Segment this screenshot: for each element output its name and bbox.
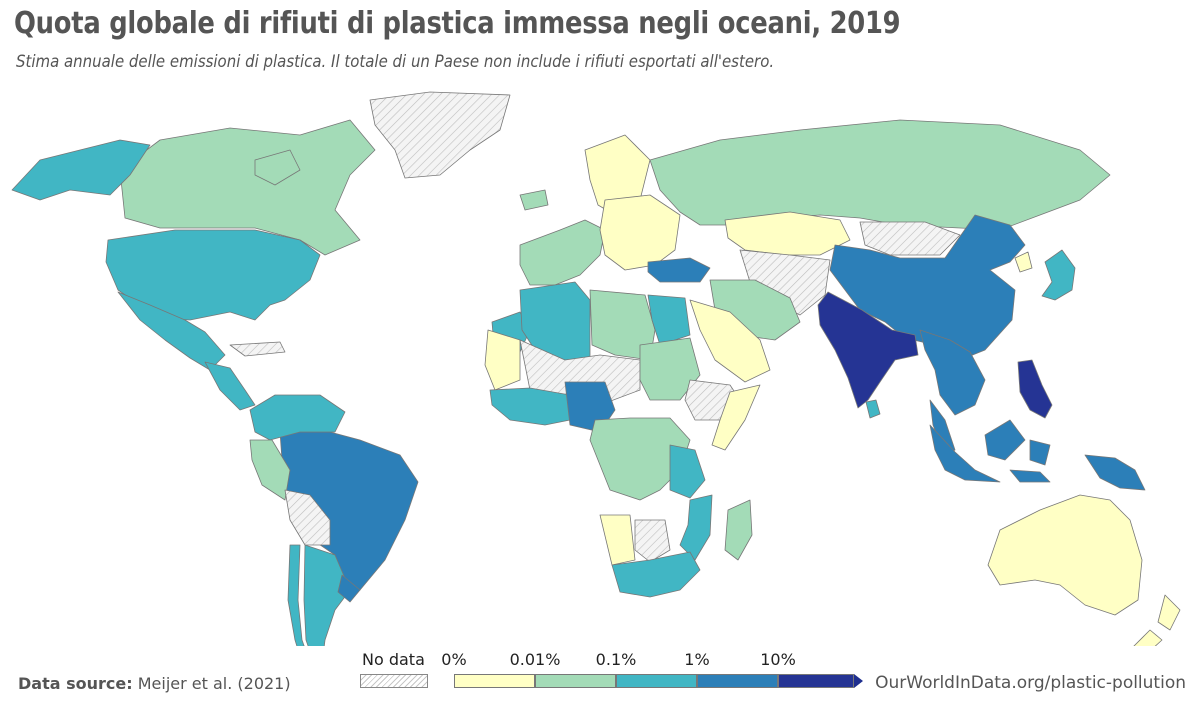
- legend-tick-4: 10%: [760, 650, 796, 669]
- region-argentina[interactable]: Argentina: [303, 544, 351, 646]
- legend-bin-0[interactable]: [454, 674, 535, 688]
- region-australia[interactable]: Australia: [987, 494, 1143, 616]
- region-eastern-europe[interactable]: Eastern Europe: [599, 194, 681, 271]
- data-source-value[interactable]: Meijer et al. (2021): [137, 674, 291, 693]
- region-mexico[interactable]: Mexico: [117, 291, 226, 371]
- legend-bin-1[interactable]: [535, 674, 616, 688]
- legend-tick-1: 0.01%: [509, 650, 561, 669]
- legend-bin-4[interactable]: [778, 674, 854, 688]
- legend-tick-0: 0%: [441, 650, 467, 669]
- region-kazakhstan[interactable]: Kazakhstan: [724, 211, 851, 256]
- owid-link[interactable]: OurWorldInData.org/plastic-pollution: [875, 673, 1186, 693]
- legend-bin-2[interactable]: [616, 674, 697, 688]
- region-mozambique[interactable]: Mozambique: [679, 494, 713, 561]
- region-north-korea[interactable]: North Korea: [1014, 251, 1033, 273]
- region-turkey[interactable]: Turkey: [647, 257, 711, 283]
- region-uruguay[interactable]: Uruguay: [337, 574, 361, 603]
- region-russia[interactable]: Russia: [649, 119, 1111, 231]
- region-bolivia[interactable]: Bolivia: [284, 489, 331, 546]
- region-south-africa[interactable]: South Africa: [611, 551, 701, 598]
- region-chile[interactable]: Chile: [287, 544, 318, 646]
- legend-no-data-label: No data: [362, 650, 425, 669]
- region-colombia-venezuela[interactable]: Colombia/Venezuela: [249, 394, 346, 441]
- legend-tick-3: 1%: [684, 650, 710, 669]
- region-egypt[interactable]: Egypt: [647, 294, 691, 346]
- region-greenland[interactable]: Greenland: [369, 91, 511, 179]
- legend-arrow-icon: [854, 674, 863, 688]
- region-mauritania[interactable]: Mauritania: [484, 329, 521, 391]
- region-philippines[interactable]: Philippines: [1017, 359, 1053, 419]
- legend-bin-3[interactable]: [697, 674, 778, 688]
- region-sudan[interactable]: Sudan: [639, 337, 701, 401]
- region-alaska-usa[interactable]: Alaska (USA): [11, 139, 151, 201]
- legend-tick-2: 0.1%: [595, 650, 637, 669]
- region-central-africa[interactable]: Central Africa: [589, 417, 691, 501]
- region-canada[interactable]: Canada: [119, 119, 376, 256]
- region-botswana[interactable]: Botswana: [634, 519, 671, 563]
- region-papua-new-guinea[interactable]: Papua New Guinea: [1084, 454, 1146, 491]
- chart-subtitle: Stima annuale delle emissioni di plastic…: [16, 52, 775, 72]
- region-caribbean[interactable]: Caribbean: [229, 341, 286, 357]
- region-india[interactable]: India: [817, 291, 919, 409]
- data-source: Data source: Meijer et al. (2021): [18, 674, 291, 693]
- region-tanzania[interactable]: Tanzania: [669, 444, 706, 499]
- region-iceland[interactable]: Iceland: [519, 189, 549, 211]
- region-madagascar[interactable]: Madagascar: [724, 499, 753, 561]
- region-west-africa-coast[interactable]: West Africa coast: [489, 387, 581, 426]
- region-somalia[interactable]: Somalia: [711, 384, 761, 451]
- map-legend: No data 0% 0.01% 0.1% 1% 10%: [356, 650, 866, 695]
- region-saudi-arabia[interactable]: Saudi Arabia: [689, 299, 771, 383]
- region-sri-lanka[interactable]: Sri Lanka: [865, 399, 881, 419]
- region-japan[interactable]: Japan: [1041, 249, 1076, 301]
- world-map[interactable]: CanadaAlaska (USA)United StatesMexicoCen…: [0, 84, 1200, 646]
- region-namibia[interactable]: Namibia: [599, 514, 636, 566]
- data-source-label: Data source:: [18, 674, 133, 693]
- legend-no-data-swatch: [360, 674, 428, 688]
- region-mongolia[interactable]: Mongolia: [859, 221, 961, 256]
- region-central-america[interactable]: Central America: [204, 361, 256, 411]
- chart-title: Quota globale di rifiuti di plastica imm…: [14, 6, 901, 41]
- region-peru[interactable]: Peru: [249, 439, 291, 501]
- region-new-zealand[interactable]: New Zealand: [1125, 594, 1181, 646]
- region-indonesia[interactable]: Indonesia: [929, 419, 1051, 483]
- region-western-europe[interactable]: Western Europe: [519, 219, 606, 286]
